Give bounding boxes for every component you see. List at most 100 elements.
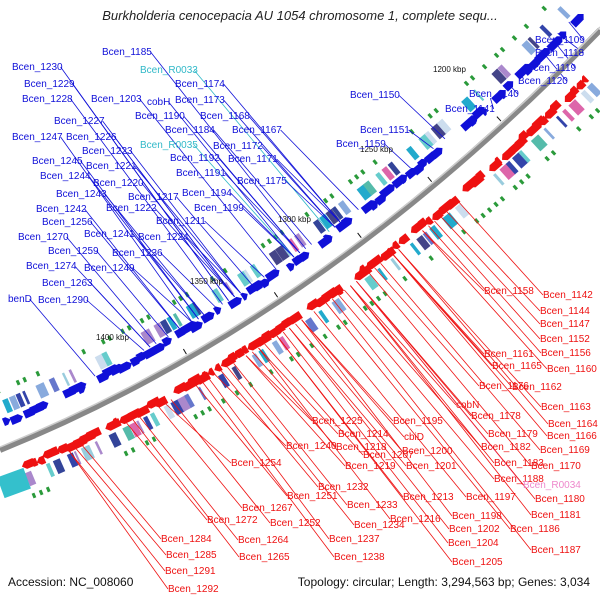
forward-gene-label[interactable]: Bcen_1118: [535, 48, 585, 59]
reverse-gene-label[interactable]: Bcen_1198: [452, 511, 502, 522]
forward-gene-label[interactable]: Bcen_1175: [237, 176, 287, 187]
reverse-gene-label[interactable]: Bcen_R0034: [523, 480, 581, 491]
forward-gene-label[interactable]: Bcen_1217: [128, 192, 179, 203]
reverse-gene-label[interactable]: Bcen_1267: [242, 503, 293, 514]
forward-gene-label[interactable]: Bcen_1109: [535, 35, 585, 46]
forward-gene-label[interactable]: Bcen_1274: [26, 261, 77, 272]
forward-gene-label[interactable]: Bcen_1190: [135, 111, 185, 122]
reverse-gene-label[interactable]: Bcen_1152: [540, 334, 590, 345]
reverse-gene-label[interactable]: Bcen_1291: [165, 566, 216, 577]
reverse-gene-label[interactable]: Bcen_1200: [402, 446, 453, 457]
reverse-gene-label[interactable]: Bcen_1195: [393, 416, 443, 427]
reverse-gene-label[interactable]: Bcen_1233: [347, 500, 398, 511]
forward-gene-label[interactable]: Bcen_1192: [170, 153, 220, 164]
forward-gene-label[interactable]: Bcen_1290: [38, 295, 89, 306]
reverse-gene-label[interactable]: Bcen_1169: [540, 445, 590, 456]
reverse-gene-label[interactable]: Bcen_1142: [543, 290, 593, 301]
forward-gene-label[interactable]: Bcen_1223: [82, 146, 133, 157]
reverse-gene-label[interactable]: Bcen_1251: [287, 491, 338, 502]
forward-gene-label[interactable]: Bcen_1211: [156, 216, 206, 227]
forward-gene-label[interactable]: Bcen_1174: [175, 79, 225, 90]
reverse-gene-label[interactable]: Bcen_1264: [238, 535, 289, 546]
reverse-gene-label[interactable]: Bcen_1201: [406, 461, 457, 472]
reverse-gene-label[interactable]: Bcen_1156: [541, 348, 591, 359]
reverse-gene-label[interactable]: Bcen_1188: [494, 474, 544, 485]
reverse-gene-label[interactable]: Bcen_1162: [512, 382, 562, 393]
forward-gene-label[interactable]: Bcen_1151: [360, 125, 410, 136]
reverse-gene-label[interactable]: Bcen_1216: [390, 514, 441, 525]
reverse-gene-label[interactable]: Bcen_1170: [531, 461, 581, 472]
reverse-gene-label[interactable]: Bcen_1219: [345, 461, 396, 472]
forward-gene-label[interactable]: Bcen_1256: [42, 217, 93, 228]
forward-gene-label[interactable]: Bcen_R0033: [140, 65, 198, 76]
reverse-gene-label[interactable]: Bcen_1252: [270, 518, 321, 529]
reverse-gene-label[interactable]: Bcen_1284: [161, 534, 212, 545]
forward-gene-label[interactable]: Bcen_1199: [194, 203, 244, 214]
reverse-gene-label[interactable]: Bcen_1166: [547, 431, 597, 442]
forward-gene-label[interactable]: Bcen_1222: [106, 203, 157, 214]
forward-gene-label[interactable]: Bcen_1263: [42, 278, 93, 289]
reverse-gene-label[interactable]: Bcen_1285: [166, 550, 217, 561]
forward-gene-label[interactable]: Bcen_1244: [40, 171, 91, 182]
forward-gene-label[interactable]: Bcen_1227: [54, 116, 105, 127]
forward-gene-label[interactable]: Bcen_1194: [182, 188, 232, 199]
forward-gene-label[interactable]: Bcen_1224: [138, 232, 189, 243]
reverse-gene-label[interactable]: Bcen_1186: [510, 524, 560, 535]
reverse-gene-label[interactable]: Bcen_1164: [548, 419, 598, 430]
reverse-gene-label[interactable]: Bcen_1182: [481, 442, 531, 453]
reverse-gene-label[interactable]: Bcen_1176: [479, 381, 529, 392]
forward-gene-label[interactable]: Bcen_1168: [200, 111, 250, 122]
forward-gene-label[interactable]: Bcen_1242: [36, 204, 87, 215]
forward-gene-label[interactable]: Bcen_1203: [91, 94, 142, 105]
forward-gene-label[interactable]: cobH: [147, 97, 170, 108]
reverse-gene-label[interactable]: Bcen_1232: [318, 482, 369, 493]
reverse-gene-label[interactable]: Bcen_1292: [168, 584, 219, 595]
reverse-gene-label[interactable]: Bcen_1178: [471, 411, 521, 422]
forward-gene-label[interactable]: Bcen_1120: [518, 76, 568, 87]
forward-gene-label[interactable]: Bcen_1141: [445, 104, 495, 115]
reverse-gene-label[interactable]: Bcen_1187: [531, 545, 581, 556]
forward-gene-label[interactable]: Bcen_1172: [213, 141, 263, 152]
reverse-gene-label[interactable]: Bcen_1183: [494, 458, 544, 469]
forward-gene-label[interactable]: Bcen_1270: [18, 232, 69, 243]
forward-gene-label[interactable]: Bcen_1191: [176, 168, 226, 179]
reverse-gene-label[interactable]: cbiD: [404, 432, 424, 443]
forward-gene-label[interactable]: Bcen_1245: [32, 156, 83, 167]
reverse-gene-label[interactable]: Bcen_1181: [531, 510, 581, 521]
reverse-gene-label[interactable]: Bcen_1214: [338, 429, 389, 440]
forward-gene-label[interactable]: Bcen_1159: [336, 139, 386, 150]
forward-gene-label[interactable]: Bcen_1185: [102, 47, 152, 58]
forward-gene-label[interactable]: Bcen_R0035: [140, 140, 198, 151]
forward-gene-label[interactable]: Bcen_1259: [48, 246, 99, 257]
forward-gene-label[interactable]: Bcen_1236: [112, 248, 163, 259]
reverse-gene-label[interactable]: Bcen_1197: [466, 492, 516, 503]
forward-gene-label[interactable]: Bcen_1167: [232, 125, 282, 136]
reverse-gene-label[interactable]: cobN: [456, 400, 479, 411]
reverse-gene-label[interactable]: Bcen_1234: [354, 520, 405, 531]
forward-gene-label[interactable]: Bcen_1184: [165, 125, 215, 136]
reverse-gene-label[interactable]: Bcen_1161: [484, 349, 534, 360]
forward-gene-label[interactable]: Bcen_1220: [93, 178, 144, 189]
reverse-gene-label[interactable]: Bcen_1204: [448, 538, 499, 549]
reverse-gene-label[interactable]: Bcen_1163: [541, 402, 591, 413]
reverse-gene-label[interactable]: Bcen_1225: [312, 416, 363, 427]
reverse-gene-label[interactable]: Bcen_1240: [286, 441, 337, 452]
reverse-gene-label[interactable]: Bcen_1165: [492, 361, 542, 372]
forward-gene-label[interactable]: benD: [8, 294, 32, 305]
forward-gene-label[interactable]: Bcen_1221: [86, 161, 137, 172]
forward-gene-label[interactable]: Bcen_1173: [175, 95, 225, 106]
forward-gene-label[interactable]: Bcen_1228: [22, 94, 73, 105]
reverse-gene-label[interactable]: Bcen_1213: [403, 492, 454, 503]
forward-gene-label[interactable]: Bcen_1150: [350, 90, 400, 101]
forward-gene-label[interactable]: Bcen_1243: [56, 189, 107, 200]
reverse-gene-label[interactable]: Bcen_1144: [540, 306, 590, 317]
reverse-gene-label[interactable]: Bcen_1180: [535, 494, 585, 505]
reverse-gene-label[interactable]: Bcen_1158: [484, 286, 534, 297]
reverse-gene-label[interactable]: Bcen_1254: [231, 458, 282, 469]
reverse-gene-label[interactable]: Bcen_1265: [239, 552, 290, 563]
forward-gene-label[interactable]: Bcen_1226: [66, 132, 117, 143]
forward-gene-label[interactable]: Bcen_1247: [12, 132, 63, 143]
reverse-gene-label[interactable]: Bcen_1272: [207, 515, 258, 526]
forward-gene-label[interactable]: Bcen_1119: [527, 63, 577, 74]
reverse-gene-label[interactable]: Bcen_1205: [452, 557, 503, 568]
